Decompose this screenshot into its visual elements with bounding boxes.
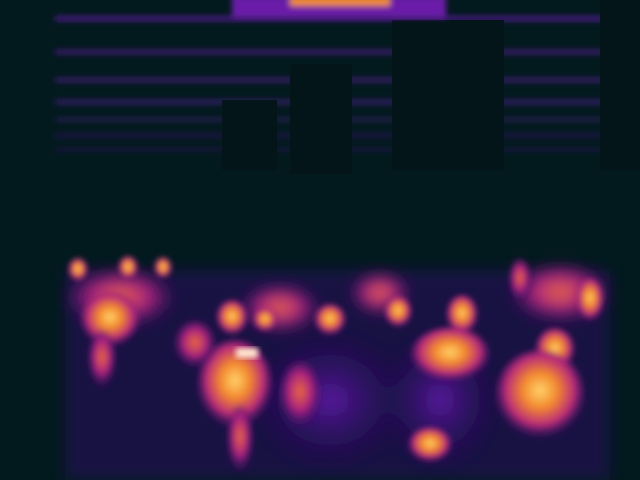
- stripe: [55, 16, 615, 21]
- head: [154, 257, 172, 279]
- person: [495, 350, 585, 440]
- head: [216, 300, 248, 336]
- person: [576, 278, 604, 322]
- head: [446, 295, 478, 335]
- sign: [232, 0, 446, 18]
- person: [240, 285, 320, 335]
- person: [508, 258, 532, 302]
- stripe: [55, 50, 615, 54]
- person: [197, 340, 273, 430]
- person: [87, 330, 117, 390]
- crowd: [65, 256, 610, 480]
- sign-body: [232, 0, 446, 18]
- person: [226, 405, 254, 475]
- pillar: [600, 0, 640, 170]
- person: [173, 320, 217, 370]
- person: [410, 327, 490, 383]
- sign-hot: [290, 0, 390, 6]
- head: [314, 304, 346, 336]
- head: [253, 308, 277, 332]
- pillar: [392, 20, 504, 170]
- pillars: [222, 0, 640, 174]
- head: [384, 296, 412, 328]
- pillar: [290, 64, 352, 174]
- phone-screen: [236, 348, 258, 358]
- person: [408, 427, 452, 463]
- head: [68, 258, 88, 282]
- head: [118, 256, 138, 280]
- person: [278, 360, 322, 430]
- pillar: [222, 100, 277, 170]
